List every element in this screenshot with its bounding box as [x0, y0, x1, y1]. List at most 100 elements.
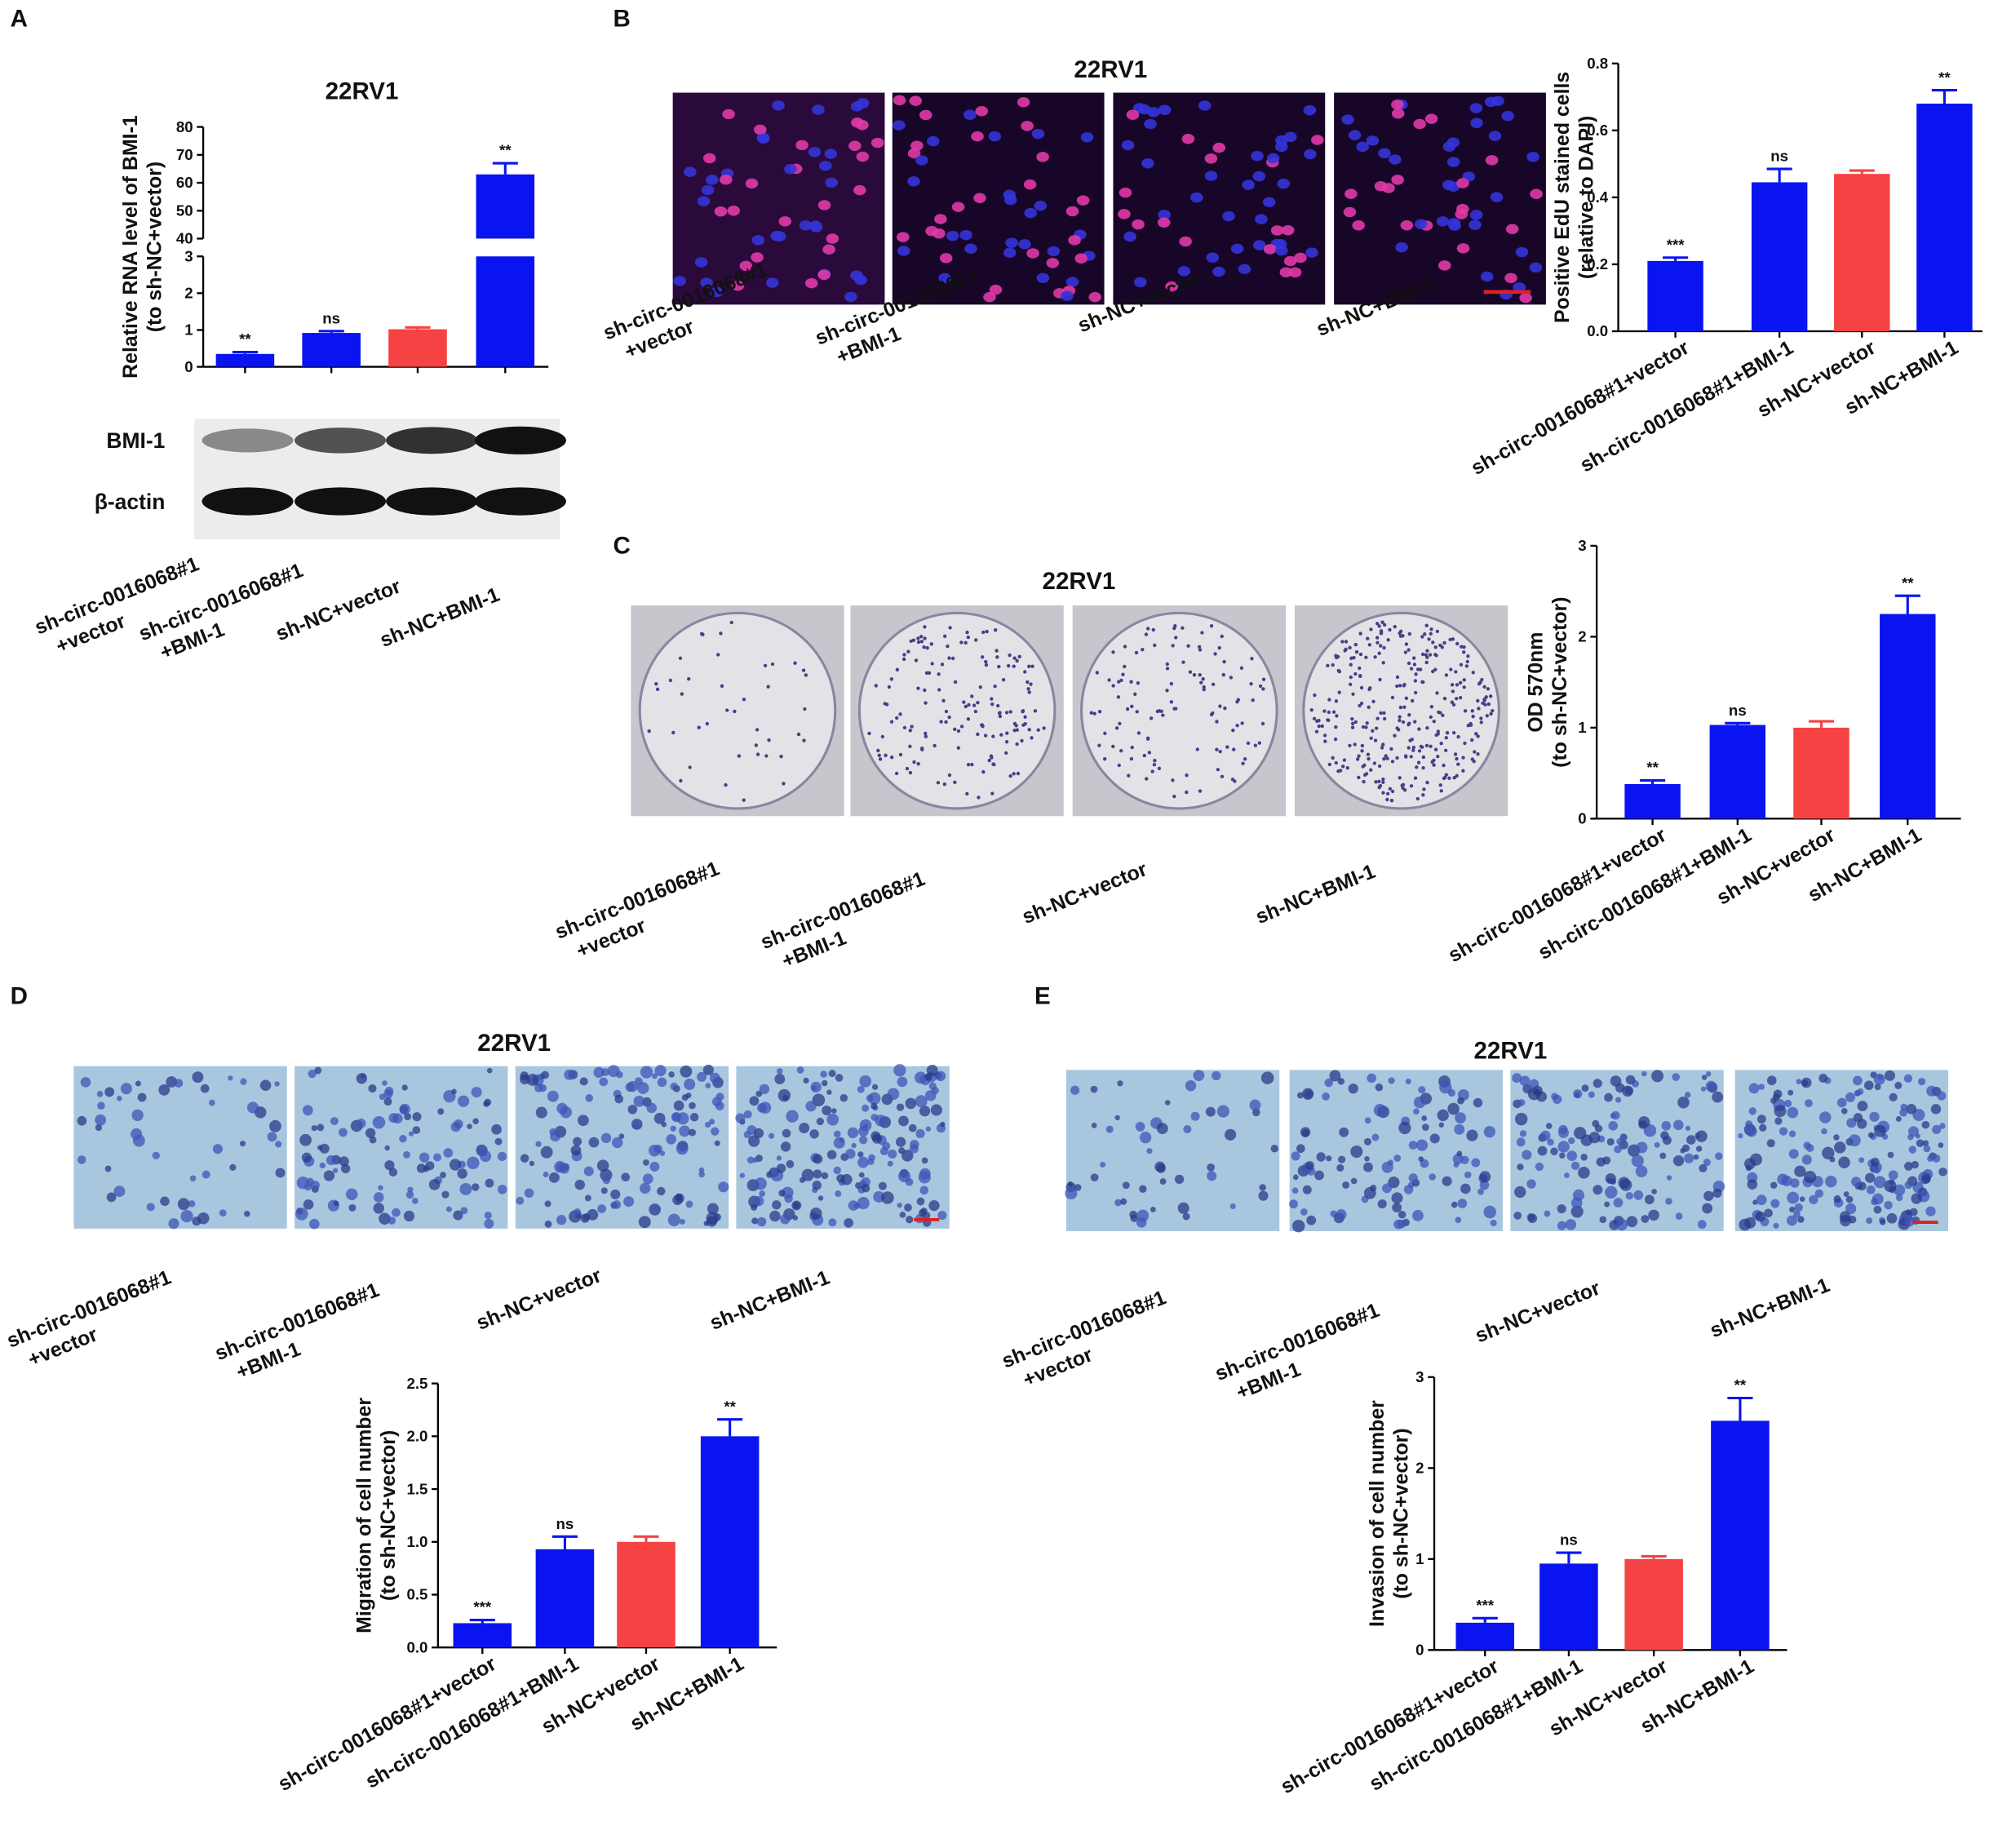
cell — [1665, 1198, 1672, 1205]
colony — [998, 714, 1003, 719]
colony — [1452, 775, 1456, 780]
cell — [1712, 1188, 1722, 1199]
colony — [1431, 640, 1435, 645]
nucleus — [1017, 97, 1030, 108]
colony — [936, 781, 941, 785]
cell — [160, 1196, 170, 1207]
cell — [928, 1199, 940, 1212]
nucleus — [1446, 157, 1460, 167]
colony — [1420, 635, 1424, 639]
cell — [295, 1208, 308, 1221]
significance-label: ** — [499, 142, 512, 159]
colony — [924, 731, 928, 736]
colony — [1327, 762, 1332, 767]
cell — [1159, 1178, 1167, 1185]
colony — [1174, 636, 1178, 640]
y-tick-label: 80 — [176, 118, 193, 135]
colony — [1351, 692, 1355, 696]
nucleus — [1270, 225, 1284, 236]
colony — [1375, 640, 1380, 645]
cell — [1695, 1130, 1708, 1142]
cell — [1364, 1117, 1371, 1124]
colony — [1371, 729, 1375, 733]
cell — [1773, 1089, 1783, 1099]
colony — [1388, 787, 1393, 791]
cell — [246, 1101, 259, 1114]
cell — [1937, 1091, 1947, 1101]
colony — [1451, 730, 1456, 735]
cell — [1641, 1215, 1650, 1223]
colony — [1005, 731, 1009, 735]
cell — [146, 1203, 155, 1212]
cell — [1922, 1140, 1929, 1146]
bar — [388, 329, 447, 367]
cell — [786, 1159, 795, 1168]
cell — [534, 1083, 543, 1092]
colony — [1395, 684, 1399, 689]
cell — [679, 1125, 691, 1137]
colony — [1409, 784, 1414, 788]
colony — [1428, 653, 1433, 657]
cell — [303, 1199, 314, 1210]
colony — [1375, 726, 1379, 730]
cell — [928, 1082, 937, 1090]
nucleus — [973, 193, 986, 203]
colony — [923, 688, 927, 693]
colony — [940, 663, 945, 667]
colony — [1455, 683, 1460, 687]
cell — [657, 1186, 666, 1196]
cell — [1421, 1115, 1428, 1121]
colony — [990, 756, 994, 760]
cell — [897, 1076, 908, 1088]
cell — [1429, 1133, 1440, 1144]
colony — [1398, 776, 1402, 780]
cell — [640, 1066, 653, 1079]
cell — [1373, 1104, 1387, 1117]
cell — [918, 1208, 927, 1217]
cell — [574, 1208, 582, 1216]
colony — [1111, 650, 1115, 654]
nucleus — [1036, 152, 1049, 162]
cell — [135, 1080, 141, 1087]
colony — [1149, 716, 1154, 720]
colony — [1374, 780, 1378, 784]
cell — [1932, 1154, 1941, 1163]
cell — [274, 1081, 280, 1087]
cell — [526, 1074, 539, 1086]
cell — [1773, 1222, 1779, 1229]
colony — [874, 684, 879, 688]
cell — [1672, 1154, 1685, 1167]
nucleus — [1281, 224, 1295, 236]
cell — [821, 1079, 828, 1087]
nucleus — [951, 202, 965, 212]
nucleus — [1046, 258, 1060, 268]
cell — [711, 1127, 720, 1136]
cell — [1866, 1217, 1873, 1224]
colony — [1455, 756, 1459, 761]
colony — [984, 663, 989, 667]
colony — [1030, 736, 1034, 740]
colony — [906, 649, 910, 654]
cell — [1801, 1154, 1812, 1165]
cell — [1930, 1104, 1942, 1115]
colony — [1424, 660, 1429, 665]
cell — [1636, 1141, 1648, 1154]
cell — [1796, 1079, 1802, 1084]
y-tick-label: 3 — [1415, 1368, 1424, 1385]
cell — [404, 1113, 412, 1121]
cell — [715, 1101, 724, 1110]
cell — [580, 1213, 590, 1223]
colony — [1474, 732, 1478, 736]
colony — [763, 663, 768, 668]
nucleus — [1400, 219, 1414, 231]
colony — [1381, 661, 1385, 665]
cell — [585, 1094, 594, 1102]
colony — [966, 635, 970, 640]
colony — [947, 656, 951, 660]
colony — [1479, 716, 1483, 720]
colony — [1398, 705, 1403, 710]
colony — [1008, 773, 1012, 778]
colony — [1012, 664, 1016, 668]
nucleus — [939, 253, 953, 264]
